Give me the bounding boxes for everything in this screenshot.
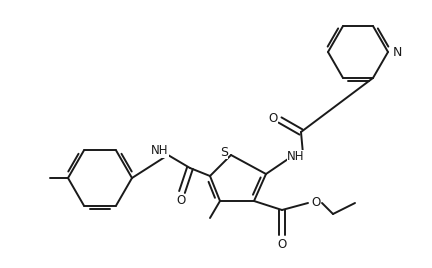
Text: N: N xyxy=(392,47,402,59)
Text: O: O xyxy=(311,195,321,209)
Text: S: S xyxy=(220,146,228,158)
Text: O: O xyxy=(268,113,278,125)
Text: O: O xyxy=(176,195,186,207)
Text: NH: NH xyxy=(151,144,169,158)
Text: O: O xyxy=(277,237,286,251)
Text: NH: NH xyxy=(287,150,305,162)
